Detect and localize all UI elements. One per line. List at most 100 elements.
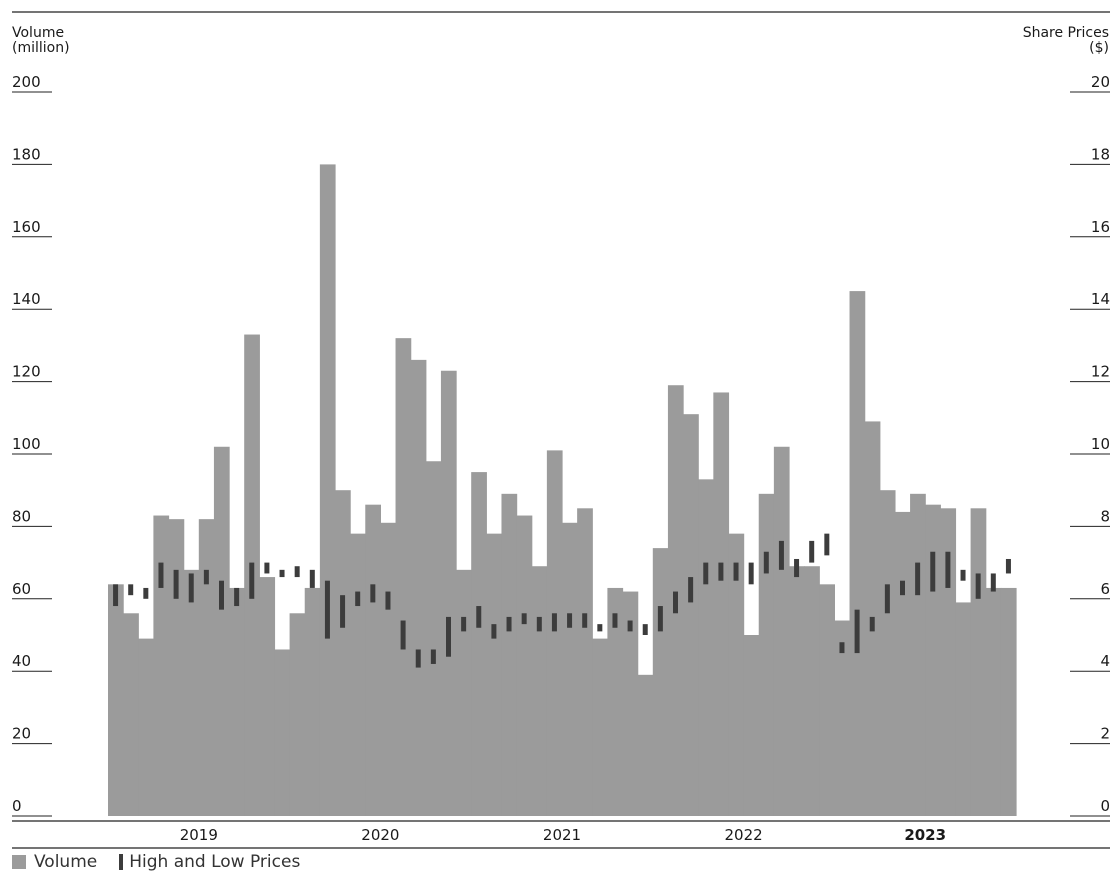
high-low-price-bar [1005, 558, 1011, 574]
high-low-price-bar [188, 573, 194, 603]
volume-bar [592, 638, 608, 816]
high-low-price-bar [370, 584, 376, 603]
volume-bar [531, 566, 548, 816]
high-low-price-bar [430, 649, 436, 664]
volume-axis-title-line1: Volume [12, 25, 65, 41]
volume-bar [335, 490, 351, 816]
high-low-price-bar [143, 587, 149, 599]
high-low-price-bar [461, 616, 467, 632]
price-axis-title-line1: Share Prices [1022, 25, 1109, 41]
high-low-price-bar [128, 584, 134, 596]
volume-bar [970, 508, 987, 816]
high-low-price-bar [476, 606, 482, 628]
volume-bar [804, 566, 820, 816]
year-label: 2020 [361, 826, 399, 844]
volume-bar [289, 613, 306, 816]
high-low-price-bar [688, 577, 694, 603]
volume-bar [849, 291, 866, 817]
high-low-price-bar [219, 580, 224, 610]
price-tick-label: 20 [1091, 73, 1110, 91]
price-axis-title: Share Prices ($) [1023, 26, 1109, 56]
volume-bar [834, 620, 851, 816]
high-low-price-bar [824, 533, 830, 556]
high-low-price-bar [234, 587, 240, 607]
volume-bar [743, 635, 760, 816]
high-low-price-bar [309, 569, 315, 588]
volume-bar [108, 584, 124, 816]
high-low-price-bar [642, 624, 648, 635]
high-low-price-bar [839, 642, 845, 654]
volume-axis-title-line2: (million) [12, 40, 70, 56]
volume-bar [501, 493, 518, 816]
high-low-price-bar [551, 613, 557, 632]
high-low-price-bar [567, 613, 573, 628]
volume-tick-label: 20 [12, 725, 31, 743]
volume-bar [425, 461, 442, 816]
high-low-price-bar [915, 562, 921, 596]
year-label: 2023 [904, 826, 946, 844]
high-low-price-bar [158, 562, 164, 588]
high-low-price-bar [279, 569, 285, 578]
volume-axis-title: Volume (million) [12, 26, 70, 56]
volume-bar [440, 370, 457, 816]
year-label: 2019 [180, 826, 218, 844]
volume-bar [183, 569, 200, 816]
price-axis: 0 2 4 6 8 10 12 14 16 18 20 [1070, 73, 1110, 817]
high-low-price-bar [763, 551, 769, 574]
volume-bar [894, 511, 911, 816]
volume-bar [153, 515, 170, 816]
high-low-price-bar [975, 573, 981, 599]
high-low-price-bar [869, 616, 875, 632]
price-tick-label: 4 [1100, 652, 1110, 670]
volume-bar [546, 450, 563, 816]
volume-bar [1000, 587, 1017, 816]
volume-bar [789, 566, 805, 816]
legend-item-volume: Volume [12, 852, 97, 872]
price-tick-label: 8 [1100, 507, 1110, 525]
volume-bar [713, 392, 730, 816]
volume-tick-label: 40 [12, 652, 31, 670]
high-low-price-bar [930, 551, 936, 592]
volume-bar [637, 674, 654, 816]
volume-bar [380, 522, 397, 816]
high-low-price-bar [703, 562, 709, 585]
volume-bar [319, 164, 336, 816]
volume-bar [259, 577, 276, 816]
volume-bar [622, 591, 639, 816]
high-low-price-bar [627, 620, 633, 632]
high-low-price-bar [778, 540, 784, 570]
volume-bar [773, 446, 790, 816]
volume-bar [819, 584, 835, 816]
high-low-price-bar [355, 591, 361, 607]
volume-bar [577, 508, 593, 816]
high-low-price-bar [884, 584, 890, 614]
volume-bar [652, 548, 669, 816]
high-low-price-bar [521, 613, 527, 625]
high-low-price-bar [673, 591, 678, 614]
high-low-price-bar [324, 580, 330, 639]
high-low-price-bar [612, 613, 618, 628]
volume-tick-label: 140 [12, 290, 41, 308]
volume-bar [274, 649, 291, 816]
year-label: 2021 [543, 826, 581, 844]
legend: Volume High and Low Prices [12, 852, 322, 872]
volume-tick-label: 200 [12, 73, 41, 91]
legend-label-volume: Volume [34, 852, 98, 872]
volume-bar [562, 522, 578, 816]
volume-bar [940, 508, 957, 816]
volume-bar [138, 638, 154, 816]
price-tick-label: 16 [1091, 218, 1110, 236]
high-low-price-bar [733, 562, 739, 581]
volume-bar [486, 533, 503, 816]
high-low-price-bar [718, 562, 724, 581]
price-tick-label: 2 [1100, 725, 1110, 743]
volume-bar [728, 533, 745, 816]
price-tick-label: 18 [1091, 145, 1110, 163]
high-low-price-bar [657, 606, 663, 632]
year-axis: 2019 2020 2021 2022 2023 [180, 826, 946, 844]
high-low-price-bar [491, 624, 497, 639]
volume-bar [698, 479, 714, 816]
volume-tick-label: 120 [12, 363, 41, 381]
volume-bar [395, 338, 412, 816]
high-low-price-bar [990, 573, 996, 592]
